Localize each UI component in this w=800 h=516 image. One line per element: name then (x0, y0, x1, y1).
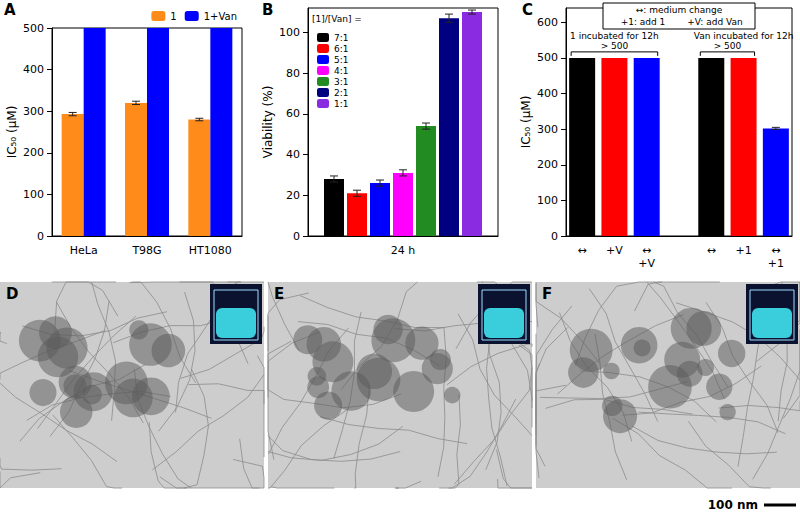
svg-text:0: 0 (293, 230, 300, 243)
svg-text:100: 100 (537, 194, 558, 207)
svg-text:200: 200 (23, 146, 44, 159)
svg-text:C: C (522, 1, 533, 19)
svg-text:1 incubated for 12h: 1 incubated for 12h (570, 31, 659, 41)
svg-text:↔: ↔ (578, 244, 587, 257)
svg-text:+V: add Van: +V: add Van (687, 17, 742, 27)
svg-text:> 500: > 500 (601, 41, 629, 51)
svg-text:IC₅₀ (μM): IC₅₀ (μM) (519, 96, 533, 149)
svg-text:0: 0 (37, 230, 44, 243)
svg-text:500: 500 (23, 22, 44, 35)
svg-text:↔: ↔ (707, 244, 716, 257)
svg-text:↔: ↔ (642, 244, 651, 257)
svg-text:IC₅₀ (μM): IC₅₀ (μM) (5, 106, 19, 159)
svg-text:300: 300 (23, 105, 44, 118)
svg-text:+1: +1 (768, 257, 784, 270)
svg-text:Viability (%): Viability (%) (261, 86, 275, 159)
svg-text:1+Van: 1+Van (204, 11, 237, 22)
svg-text:+V: +V (606, 244, 623, 257)
svg-text:400: 400 (537, 87, 558, 100)
svg-text:400: 400 (23, 63, 44, 76)
svg-text:100: 100 (279, 26, 300, 39)
svg-text:7:1: 7:1 (334, 33, 348, 43)
svg-text:5:1: 5:1 (334, 55, 348, 65)
svg-text:+V: +V (638, 257, 655, 270)
svg-text:HT1080: HT1080 (189, 244, 232, 257)
svg-text:B: B (262, 1, 273, 19)
svg-text:100 nm: 100 nm (708, 498, 758, 512)
svg-text:500: 500 (537, 51, 558, 64)
svg-text:A: A (4, 1, 16, 19)
svg-text:E: E (274, 285, 284, 303)
svg-text:4:1: 4:1 (334, 66, 348, 76)
svg-text:2:1: 2:1 (334, 88, 348, 98)
svg-text:24 h: 24 h (391, 244, 415, 257)
svg-text:200: 200 (537, 158, 558, 171)
svg-text:> 500: > 500 (714, 41, 742, 51)
svg-text:+1: add 1: +1: add 1 (621, 17, 666, 27)
svg-text:F: F (542, 285, 552, 303)
svg-text:600: 600 (537, 16, 558, 29)
svg-text:[1]/[Van] =: [1]/[Van] = (312, 14, 362, 24)
svg-text:+1: +1 (735, 244, 751, 257)
svg-text:100: 100 (23, 188, 44, 201)
svg-text:↔: ↔ (771, 244, 780, 257)
svg-text:3:1: 3:1 (334, 77, 348, 87)
svg-text:0: 0 (551, 230, 558, 243)
svg-text:60: 60 (286, 107, 300, 120)
svg-text:1: 1 (170, 11, 176, 22)
svg-text:D: D (6, 285, 18, 303)
svg-text:20: 20 (286, 189, 300, 202)
svg-text:80: 80 (286, 67, 300, 80)
svg-text:300: 300 (537, 123, 558, 136)
svg-text:6:1: 6:1 (334, 44, 348, 54)
svg-text:T98G: T98G (131, 244, 161, 257)
svg-text:Van incubated for 12h: Van incubated for 12h (694, 31, 794, 41)
svg-text:40: 40 (286, 148, 300, 161)
svg-text:↔: medium change: ↔: medium change (636, 5, 723, 15)
svg-text:1:1: 1:1 (334, 99, 348, 109)
svg-text:HeLa: HeLa (70, 244, 98, 257)
